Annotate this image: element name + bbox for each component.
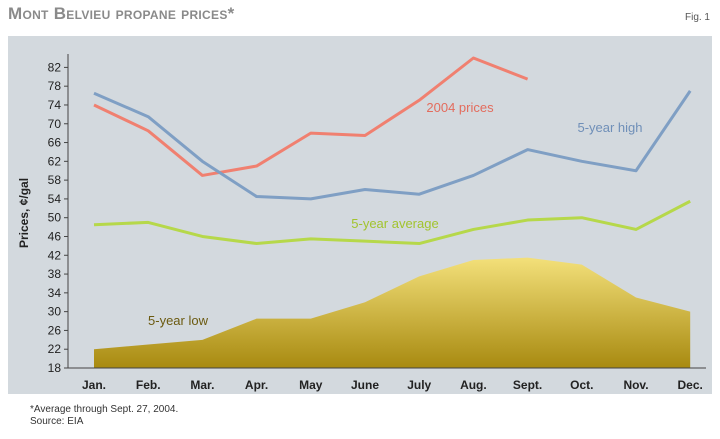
y-tick-label: 26	[48, 323, 62, 337]
y-tick-label: 66	[48, 136, 62, 150]
y-tick-label: 70	[48, 117, 62, 131]
y-tick-label: 34	[48, 286, 62, 300]
footnote-text: *Average through Sept. 27, 2004.	[30, 404, 179, 415]
y-tick-label: 42	[48, 248, 62, 262]
footnote: *Average through Sept. 27, 2004. Source:…	[30, 404, 178, 428]
x-tick-label: Dec.	[678, 378, 703, 392]
y-tick-label: 38	[48, 267, 62, 281]
y-tick-label: 30	[48, 305, 62, 319]
series-line-5-year-average	[93, 199, 691, 246]
series-label-5-year-average: 5-year average	[351, 216, 438, 231]
figure-label: Fig. 1	[684, 12, 710, 23]
series-label-2004-prices: 2004 prices	[426, 100, 494, 115]
x-tick-label: Apr.	[245, 378, 268, 392]
series-label-5-year-high: 5-year high	[577, 120, 642, 135]
y-axis-label: Prices, ¢/gal	[17, 178, 31, 248]
y-tick-label: 74	[48, 98, 62, 112]
y-tick-label: 78	[48, 79, 62, 93]
series-line-5-year-high	[93, 90, 692, 201]
y-tick-label: 46	[48, 229, 62, 243]
y-tick-label: 82	[48, 60, 62, 74]
series-label-5-year-low: 5-year low	[148, 313, 209, 328]
x-tick-label: Jan.	[82, 378, 106, 392]
y-tick-label: 22	[48, 342, 62, 356]
x-tick-label: June	[351, 378, 379, 392]
y-tick-label: 62	[48, 154, 62, 168]
chart-title: Mont Belvieu propane prices*	[8, 4, 235, 23]
source-text: Source: EIA	[30, 416, 84, 427]
y-tick-label: 58	[48, 173, 62, 187]
x-tick-label: Nov.	[623, 378, 648, 392]
y-tick-label: 50	[48, 211, 62, 225]
x-tick-label: Feb.	[136, 378, 161, 392]
series-area-5-year-low	[94, 257, 691, 368]
x-tick-label: May	[299, 378, 323, 392]
y-tick-label: 54	[48, 192, 62, 206]
series-line-2004-prices	[93, 56, 529, 177]
x-tick-label: Oct.	[570, 378, 593, 392]
y-tick-label: 18	[48, 361, 62, 375]
x-tick-label: July	[407, 378, 431, 392]
x-tick-label: Aug.	[460, 378, 487, 392]
x-tick-label: Sept.	[513, 378, 542, 392]
x-tick-label: Mar.	[190, 378, 214, 392]
